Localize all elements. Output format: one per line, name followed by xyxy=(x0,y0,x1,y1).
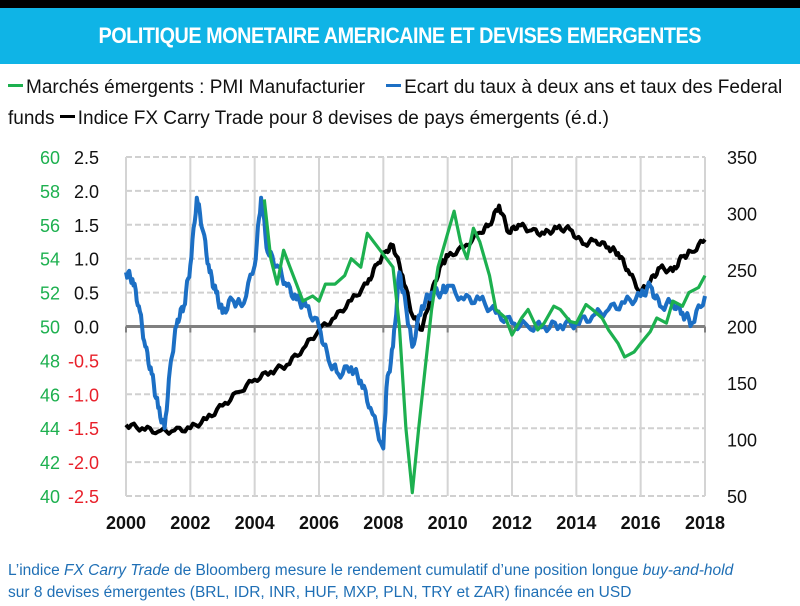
y-tick-label-carry: 200 xyxy=(727,318,757,338)
legend-item-carry: Indice FX Carry Trade pour 8 devises de … xyxy=(59,108,609,129)
y-tick-label-pmi: 54 xyxy=(40,250,60,270)
x-tick-label: 2012 xyxy=(492,513,532,533)
series-line-spread xyxy=(124,195,707,451)
y-tick-label-carry: 250 xyxy=(727,261,757,281)
legend-label-pmi: Marchés émergents : PMI Manufacturier xyxy=(26,77,365,98)
title-banner: POLITIQUE MONETAIRE AMERICAINE ET DEVISE… xyxy=(0,8,800,64)
y-tick-label-spread: -2.5 xyxy=(68,487,99,507)
series-line-carry xyxy=(124,203,707,436)
y-tick-label-spread: -0.5 xyxy=(68,351,99,371)
footnote-line-2: sur 8 devises émergentes (BRL, IDR, INR,… xyxy=(8,584,632,601)
legend: Marchés émergents : PMI Manufacturier Ec… xyxy=(8,72,793,134)
x-tick-label: 2014 xyxy=(556,513,596,533)
x-tick-label: 2008 xyxy=(363,513,403,533)
y-tick-label-carry: 300 xyxy=(727,205,757,225)
y-tick-label-carry: 100 xyxy=(727,431,757,451)
legend-item-spread: Ecart du taux à deux ans et taux des Fed… xyxy=(8,77,782,129)
x-tick-label: 2004 xyxy=(235,513,275,533)
y-tick-label-spread: 1.5 xyxy=(74,216,99,236)
footnote-line-1: L’indice FX Carry Trade de Bloomberg mes… xyxy=(8,560,733,582)
y-tick-label-pmi: 40 xyxy=(40,487,60,507)
y-tick-label-spread: 2.0 xyxy=(74,182,99,202)
x-tick-label: 2018 xyxy=(685,513,725,533)
y-tick-label-spread: 0.5 xyxy=(74,284,99,304)
y-tick-label-spread: -1.0 xyxy=(68,385,99,405)
footnote: L’indice FX Carry Trade de Bloomberg mes… xyxy=(8,560,733,604)
tick-labels: 60 58 56 54 52 50 48 46 44 42 40 2.5 2.0 1.5 1.0 0.5 0.0… xyxy=(40,148,757,533)
series-line-pmi xyxy=(262,199,707,495)
y-tick-label-pmi: 58 xyxy=(40,182,60,202)
grid xyxy=(125,156,706,497)
y-tick-label-spread: 0.0 xyxy=(74,318,99,338)
y-tick-label-pmi: 52 xyxy=(40,284,60,304)
legend-label-carry: Indice FX Carry Trade pour 8 devises de … xyxy=(77,108,609,129)
y-tick-label-pmi: 48 xyxy=(40,351,60,371)
chart: 60 58 56 54 52 50 48 46 44 42 40 2.5 2.0 1.5 1.0 0.5 0.0… xyxy=(40,148,757,533)
legend-swatch-black xyxy=(59,115,75,119)
y-tick-label-spread: 1.0 xyxy=(74,250,99,270)
footnote-text: de Bloomberg mesure le rendement cumulat… xyxy=(169,562,643,579)
series-lines xyxy=(124,195,707,495)
x-tick-label: 2002 xyxy=(170,513,210,533)
y-tick-label-pmi: 46 xyxy=(40,385,60,405)
legend-swatch-blue xyxy=(386,84,402,88)
chart-title: POLITIQUE MONETAIRE AMERICAINE ET DEVISE… xyxy=(98,23,702,48)
y-tick-label-spread: -2.0 xyxy=(68,453,99,473)
y-tick-label-carry: 150 xyxy=(727,374,757,394)
x-tick-label: 2016 xyxy=(621,513,661,533)
y-tick-label-pmi: 44 xyxy=(40,419,60,439)
legend-item-pmi: Marchés émergents : PMI Manufacturier xyxy=(8,77,365,98)
y-tick-label-pmi: 56 xyxy=(40,216,60,236)
x-tick-label: 2006 xyxy=(299,513,339,533)
y-tick-label-pmi: 50 xyxy=(40,318,60,338)
y-tick-label-carry: 350 xyxy=(727,148,757,168)
footnote-italic: FX Carry Trade xyxy=(64,562,170,579)
x-tick-label: 2010 xyxy=(428,513,468,533)
y-tick-label-spread: -1.5 xyxy=(68,419,99,439)
y-tick-label-spread: 2.5 xyxy=(74,148,99,168)
x-tick-label: 2000 xyxy=(106,513,146,533)
y-tick-label-pmi: 42 xyxy=(40,453,60,473)
y-tick-label-pmi: 60 xyxy=(40,148,60,168)
footnote-text: L’indice xyxy=(8,562,65,579)
legend-label-spread: Ecart du taux à deux ans et taux des Fed… xyxy=(8,77,783,129)
footnote-italic: buy-and-hold xyxy=(642,562,734,579)
top-border xyxy=(0,0,800,8)
y-tick-label-carry: 50 xyxy=(727,487,747,507)
legend-swatch-green xyxy=(8,84,23,88)
